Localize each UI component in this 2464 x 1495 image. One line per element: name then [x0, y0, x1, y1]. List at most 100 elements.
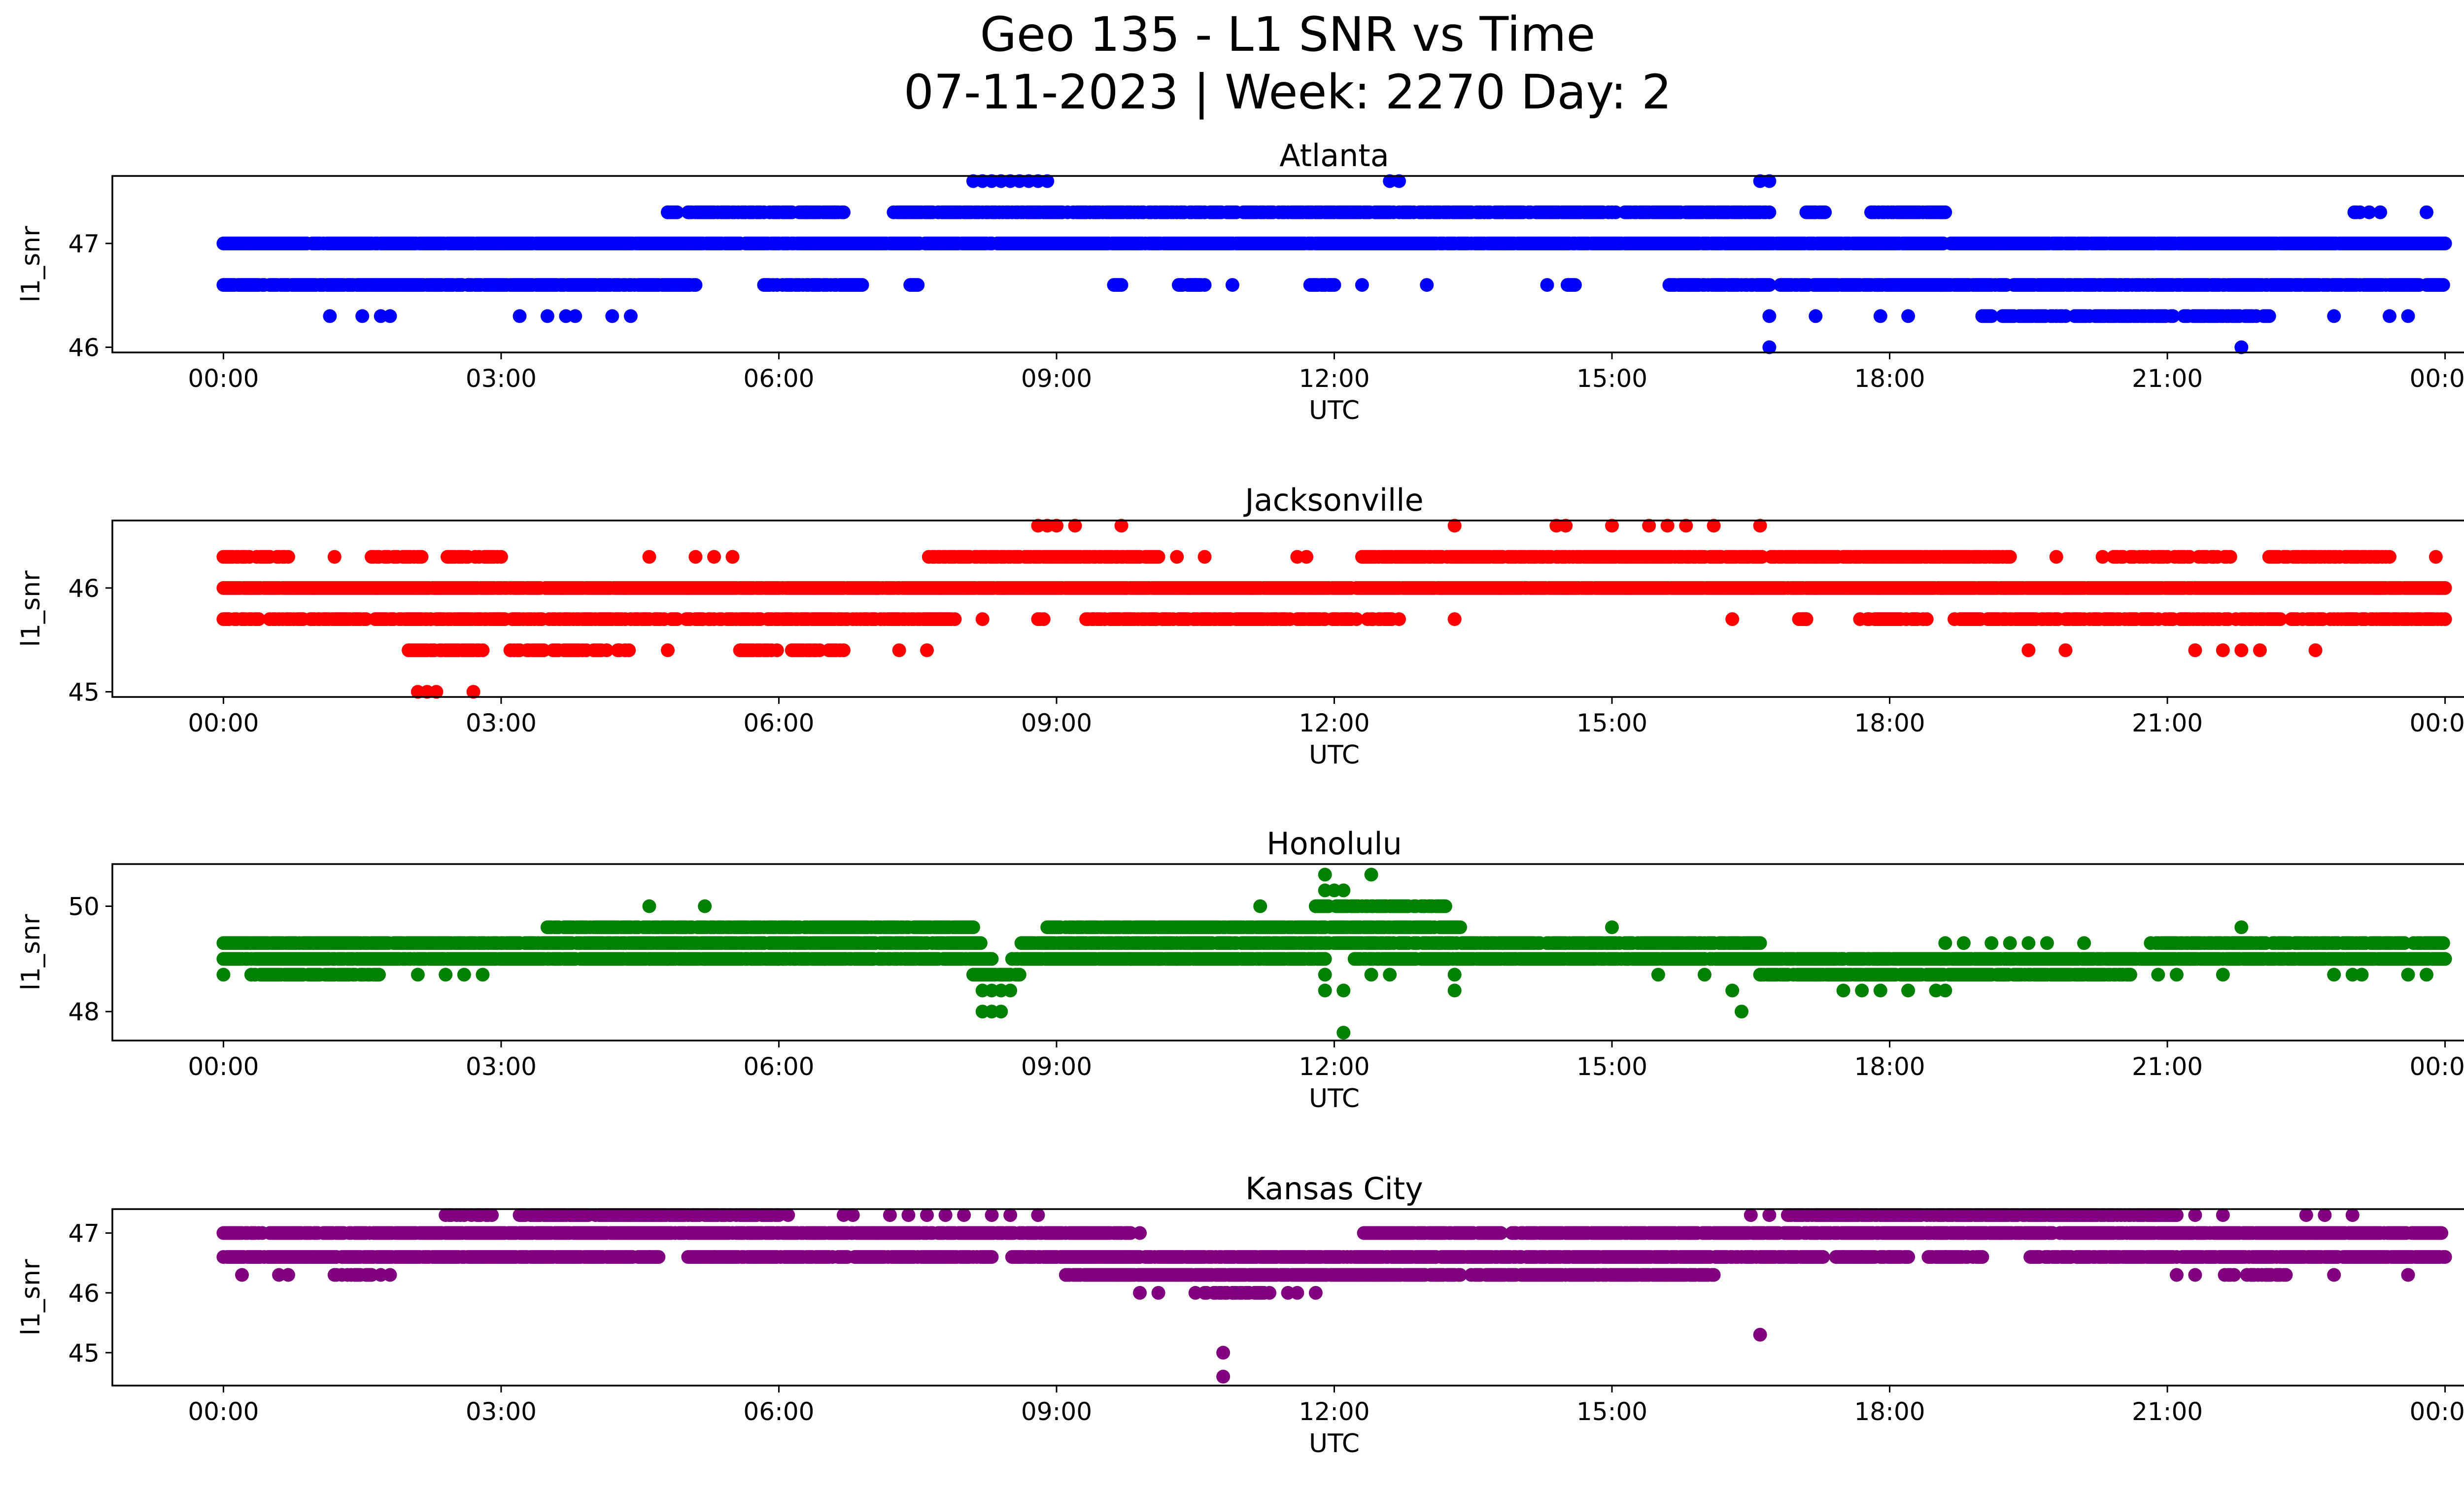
data-point [688, 550, 703, 564]
x-tick-label: 21:00 [2132, 364, 2203, 393]
data-point [1568, 278, 1582, 292]
data-point [1799, 205, 1814, 219]
subplot-panels: Atlanta 00:00 03:00 06:00 09:00 12:00 15:00 18:… [16, 138, 2464, 1459]
x-tick-label: 18:00 [1854, 364, 1925, 393]
data-point [622, 643, 636, 658]
x-tick-label: 12:00 [1299, 364, 1369, 393]
data-point [1031, 612, 1045, 626]
data-point [770, 643, 784, 658]
data-point [1318, 278, 1332, 292]
data-point [1188, 278, 1202, 292]
data-point [355, 309, 370, 323]
x-tick-label: 18:00 [1854, 709, 1925, 737]
y-tick-label: 47 [68, 230, 100, 258]
data-point [1170, 550, 1184, 564]
data-point [948, 612, 962, 626]
data-point [1087, 612, 1101, 626]
data-point [2438, 236, 2452, 250]
data-point [661, 205, 675, 219]
data-point [1799, 612, 1814, 626]
data-point [1818, 205, 1832, 219]
data-point [2382, 550, 2396, 564]
data-point [2049, 550, 2063, 564]
data-point [323, 309, 337, 323]
data-point [605, 309, 619, 323]
x-tick-label: 06:00 [743, 709, 814, 737]
x-tick-label: 15:00 [1576, 709, 1647, 737]
data-point [827, 205, 842, 219]
x-tick-label: 12:00 [1299, 709, 1369, 737]
figure-title: Geo 135 - L1 SNR vs Time [980, 7, 1596, 62]
y-tick-label: 45 [68, 678, 100, 706]
data-point [1864, 205, 1878, 219]
x-tick-label: 09:00 [1021, 709, 1092, 737]
data-point [1114, 278, 1129, 292]
x-tick-label: 00:00 [188, 709, 259, 737]
data-point [1300, 550, 1314, 564]
data-point [1901, 309, 1916, 323]
data-point [2003, 550, 2017, 564]
data-point [2438, 612, 2452, 626]
data-point [1225, 278, 1239, 292]
data-point [235, 612, 249, 626]
y-axis-label: l1_snr [16, 226, 46, 303]
y-tick-label: 46 [68, 333, 100, 362]
data-point [642, 550, 656, 564]
data-point [1355, 278, 1369, 292]
data-point [494, 550, 508, 564]
data-point [1540, 278, 1554, 292]
plot-frame [111, 175, 2464, 353]
data-point [725, 550, 740, 564]
x-tick-label: 00:00 [2410, 709, 2464, 737]
data-point [1809, 309, 1823, 323]
data-point [2438, 581, 2452, 595]
data-point [1762, 205, 1777, 219]
data-point [568, 309, 582, 323]
data-point [799, 205, 814, 219]
data-point [476, 643, 490, 658]
y-tick-label: 46 [68, 574, 100, 603]
data-point [1762, 309, 1777, 323]
data-point [855, 278, 869, 292]
subplot-title: Honolulu [1266, 826, 1402, 862]
x-tick-label: 15:00 [1576, 364, 1647, 393]
data-point [661, 643, 675, 658]
data-point [1392, 612, 1406, 626]
x-tick-label: 00:00 [2410, 364, 2464, 393]
x-tick-label: 09:00 [1021, 364, 1092, 393]
data-point [2401, 309, 2415, 323]
data-point [911, 278, 925, 292]
data-point [1938, 205, 1952, 219]
data-point [2382, 309, 2396, 323]
data-point [2308, 643, 2323, 658]
data-point [2188, 643, 2202, 658]
data-point [688, 278, 703, 292]
figure-subtitle: 07-11-2023 | Week: 2270 Day: 2 [904, 65, 1672, 120]
x-axis-label: UTC [1309, 740, 1360, 770]
data-point [414, 550, 429, 564]
data-point [707, 550, 721, 564]
plot-frame [111, 520, 2464, 698]
data-point [892, 643, 906, 658]
data-point [2262, 309, 2276, 323]
data-point [2327, 309, 2341, 323]
data-point [623, 309, 638, 323]
x-axis-label: UTC [1309, 396, 1360, 425]
data-point [540, 309, 554, 323]
data-point [1198, 550, 1212, 564]
y-axis-label: l1_snr [16, 570, 46, 647]
data-point [1420, 278, 1434, 292]
data-point [2420, 205, 2433, 219]
scatter-points [216, 868, 2452, 1040]
x-tick-label: 03:00 [466, 709, 537, 737]
data-point [383, 309, 397, 323]
data-point [920, 643, 934, 658]
data-point [836, 643, 851, 658]
data-point [2207, 550, 2221, 564]
data-point [2223, 550, 2237, 564]
subplot-title: Atlanta [1279, 138, 1389, 174]
data-point [2058, 643, 2073, 658]
data-point [2436, 278, 2450, 292]
